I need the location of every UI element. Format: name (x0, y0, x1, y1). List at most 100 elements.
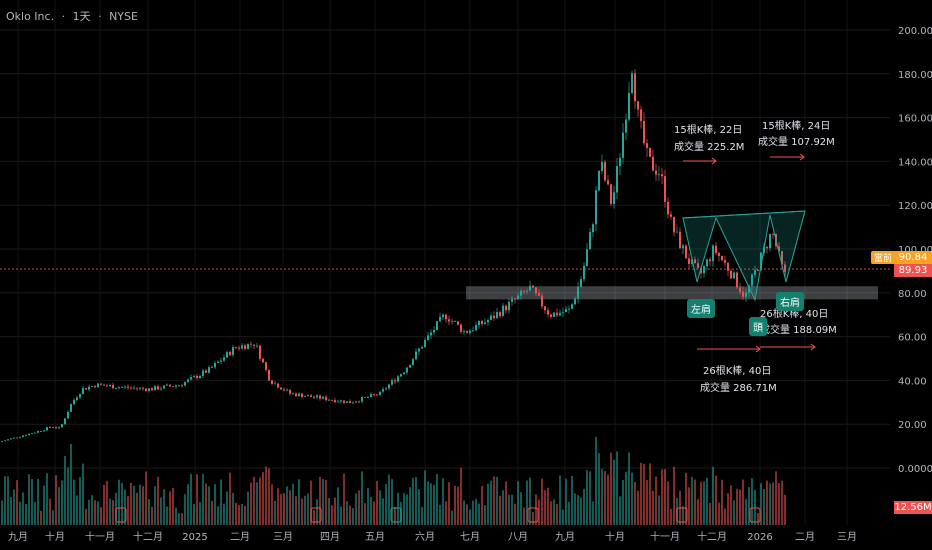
volume-bar (703, 481, 705, 525)
volume-bar (751, 478, 753, 525)
earnings-marker (676, 507, 688, 523)
volume-bar (79, 477, 81, 525)
volume-bar (538, 499, 540, 525)
support-zone (466, 286, 878, 300)
volume-bar (157, 476, 159, 525)
volume-bar (496, 476, 498, 525)
volume-bar (301, 498, 303, 525)
x-tick-label: 2026 (747, 532, 772, 543)
volume-bar (472, 500, 474, 525)
candle (670, 214, 672, 217)
candle (751, 274, 753, 286)
candle (517, 295, 519, 300)
candle (673, 216, 675, 233)
volume-bar (637, 490, 639, 525)
volume-bar (628, 452, 630, 525)
volume-bar (544, 490, 546, 525)
volume-bar (763, 488, 765, 525)
volume-bar (622, 480, 624, 525)
candle (187, 379, 189, 383)
candle (163, 385, 165, 389)
volume-bar (163, 489, 165, 525)
candle (274, 383, 276, 385)
candle (706, 259, 708, 267)
volume-bar (283, 493, 285, 525)
candle (427, 335, 429, 340)
volume-bar (142, 486, 144, 525)
candle (313, 396, 315, 398)
volume-bar (268, 468, 270, 525)
candle (631, 73, 633, 93)
volume-bar (133, 485, 135, 525)
volume-bar (514, 503, 516, 525)
volume-bar (43, 485, 45, 525)
candle (661, 174, 663, 177)
volume-bar (271, 484, 273, 525)
volume-tag: 12.56M (894, 501, 932, 514)
candle (469, 330, 471, 333)
volume-bar (199, 502, 201, 525)
volume-bar (577, 495, 579, 525)
volume-bar (52, 510, 54, 525)
volume-bar (250, 482, 252, 525)
candle (544, 306, 546, 311)
volume-bar (358, 490, 360, 525)
volume-bar (760, 483, 762, 525)
volume-bar (262, 472, 264, 525)
candle (412, 359, 414, 366)
candle (100, 383, 102, 385)
volume-bar (766, 480, 768, 525)
volume-bar (316, 499, 318, 525)
y-tick-label: 160.00 (898, 114, 932, 125)
candle (658, 174, 660, 175)
volume-bar (733, 500, 735, 525)
arrow-head (711, 157, 717, 165)
x-tick-label: 十二月 (133, 530, 163, 543)
volume-bar (247, 491, 249, 525)
volume-bar (583, 488, 585, 525)
y-tick-label: 80.00 (898, 289, 927, 300)
left-shoulder-label: 左肩 (687, 299, 715, 318)
candle (238, 347, 240, 349)
right-shoulder-label: 右肩 (776, 292, 804, 311)
volume-bar (388, 474, 390, 525)
volume-bar (22, 492, 24, 525)
candle (529, 285, 531, 291)
candle (304, 396, 306, 398)
candle (406, 367, 408, 373)
volume-bar (688, 487, 690, 525)
volume-bar (784, 494, 786, 525)
candle (586, 249, 588, 266)
candle (196, 375, 198, 379)
volume-bar (436, 473, 438, 525)
candle (595, 190, 597, 225)
volume-bar (607, 474, 609, 525)
candle (607, 180, 609, 185)
candle (70, 404, 72, 412)
volume-bar (310, 480, 312, 525)
candle (703, 266, 705, 274)
candle (322, 396, 324, 399)
volume-bar (298, 479, 300, 525)
volume-bar (379, 490, 381, 525)
candle (250, 343, 252, 345)
candle (325, 396, 327, 401)
candle (511, 298, 513, 302)
candle (391, 380, 393, 385)
volume-bar (424, 470, 426, 525)
candle (151, 388, 153, 391)
candle (403, 372, 405, 375)
candle (757, 270, 759, 271)
interval[interactable]: 1天 (72, 10, 91, 23)
candle (307, 395, 309, 397)
volume-bar (748, 487, 750, 525)
candle (55, 427, 57, 429)
y-tick-label: 200.00 (898, 26, 932, 37)
volume-bar (721, 479, 723, 525)
candle (697, 263, 699, 268)
x-tick-label: 十月 (605, 530, 625, 543)
volume-bar (475, 498, 477, 525)
volume-bar (457, 486, 459, 525)
candle (7, 439, 9, 441)
